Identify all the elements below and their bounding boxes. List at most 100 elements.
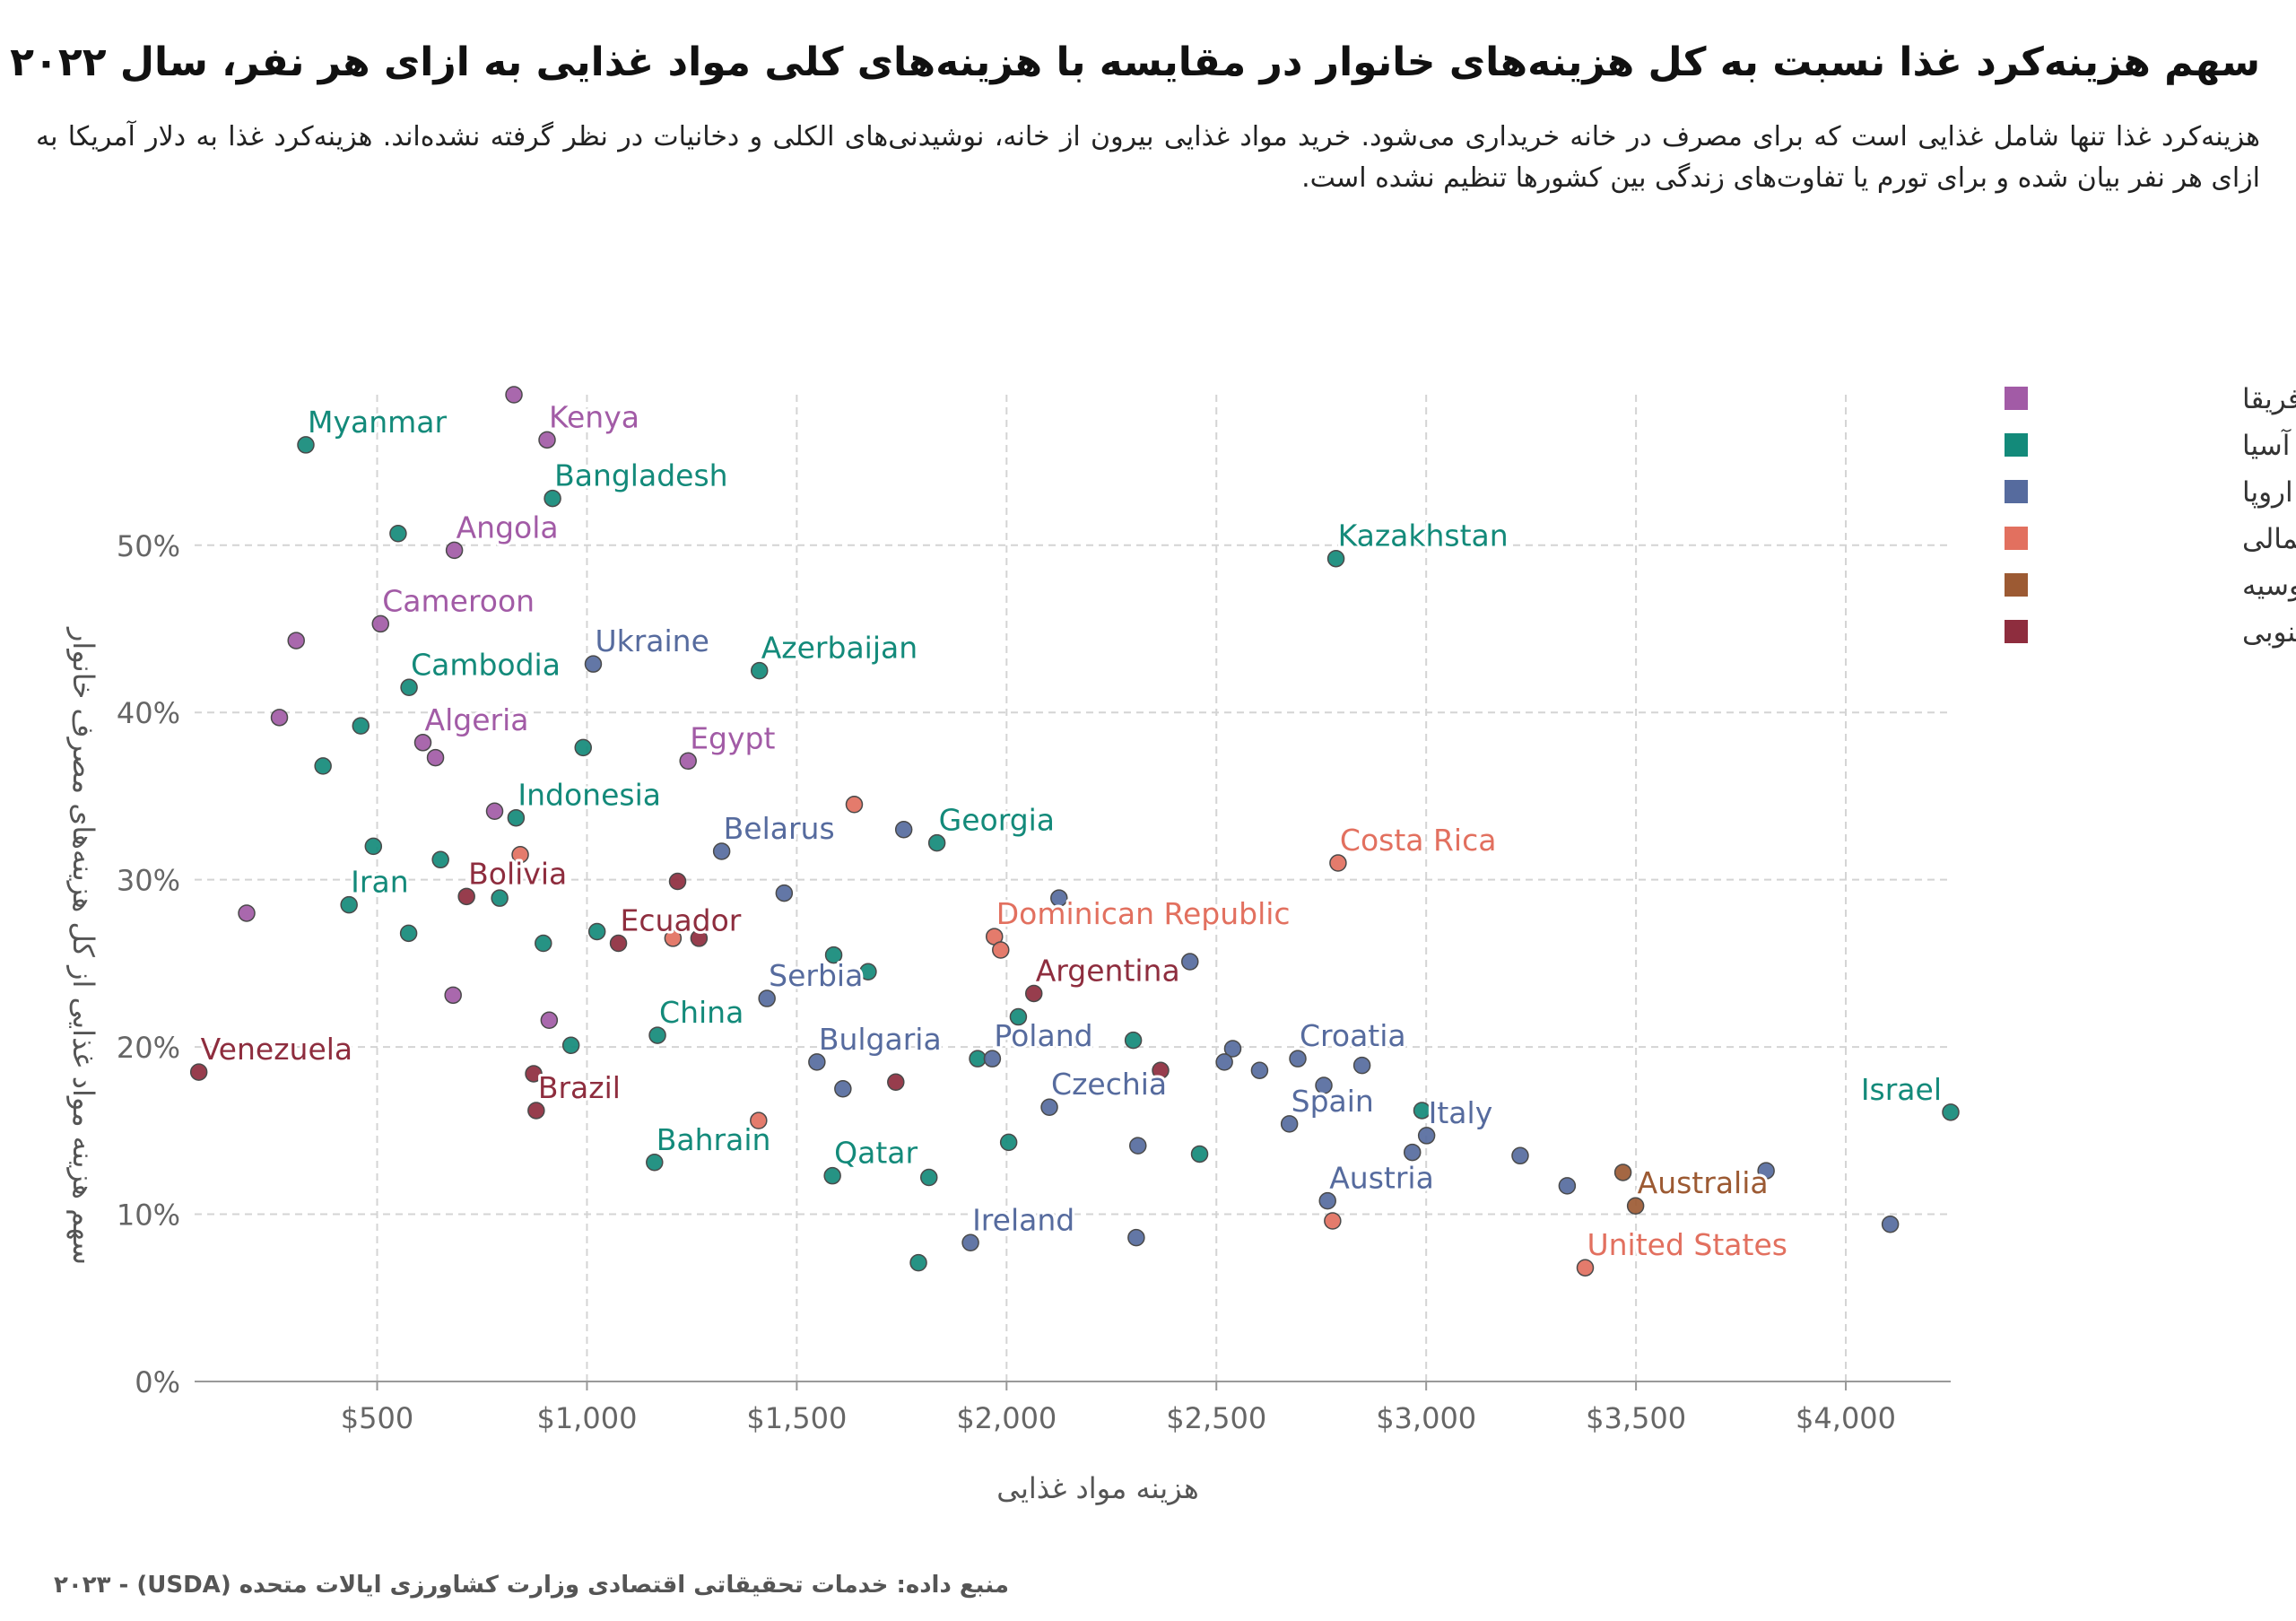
data-point: [364, 837, 383, 856]
data-point: [445, 541, 464, 560]
point-label: United States: [1587, 1227, 1787, 1262]
data-point: [1152, 1061, 1170, 1079]
point-label: Kazakhstan: [1338, 519, 1509, 553]
data-point: [507, 808, 526, 827]
data-point: [485, 802, 504, 820]
point-label: Indonesia: [517, 778, 661, 813]
data-point: [1318, 1191, 1336, 1210]
grid: [195, 395, 1951, 1381]
point-label: Angola: [457, 510, 559, 545]
data-point: [1757, 1162, 1775, 1180]
data-point: [270, 709, 289, 727]
legend-label: آمریکای شمالی: [2242, 521, 2296, 555]
point-label: Croatia: [1300, 1018, 1406, 1053]
data-point: [920, 1168, 938, 1187]
data-point: [824, 946, 843, 964]
data-point: [540, 1011, 559, 1030]
legend-swatch: [2005, 620, 2028, 643]
data-point: [1324, 1212, 1342, 1230]
point-label: Bahrain: [657, 1122, 771, 1157]
data-point: [609, 934, 628, 953]
data-point: [1040, 1098, 1058, 1116]
x-tick-label: $500: [341, 1401, 413, 1435]
data-point: [1613, 1163, 1632, 1181]
x-tick-label: $3,000: [1376, 1401, 1476, 1435]
data-point: [527, 1102, 545, 1120]
data-source: منبع داده: خدمات تحقیقاتی اقتصادی وزارت …: [54, 1572, 1009, 1599]
point-label: Iran: [351, 865, 408, 900]
data-point: [491, 889, 509, 907]
legend-swatch: [2005, 527, 2028, 550]
data-point: [1315, 1076, 1333, 1094]
point-label: Bolivia: [468, 856, 567, 891]
axes: 0% 10% 20% 30% 40% 50% $500 $1,000 $1,500 $2,000 $…: [117, 529, 1951, 1435]
point-label: Algeria: [425, 702, 529, 737]
data-point: [1511, 1146, 1529, 1165]
data-point: [1127, 1228, 1145, 1247]
y-tick-label: 20%: [117, 1031, 180, 1065]
point-label: Qatar: [834, 1136, 918, 1171]
point-label: Georgia: [939, 803, 1055, 838]
point-label: Poland: [994, 1018, 1092, 1053]
data-point: [969, 1050, 987, 1068]
point-label: Belarus: [724, 811, 835, 846]
data-point: [1352, 1056, 1371, 1075]
x-tick-label: $4,000: [1796, 1401, 1896, 1435]
data-point: [1009, 1007, 1028, 1026]
data-point: [927, 833, 946, 852]
legend-swatch: [2005, 573, 2028, 597]
data-point: [992, 941, 1010, 959]
y-tick-label: 0%: [135, 1365, 180, 1399]
data-point: [1215, 1053, 1233, 1071]
data-point: [808, 1053, 826, 1071]
data-point: [1417, 1127, 1436, 1145]
data-point: [1942, 1103, 1960, 1121]
data-point: [1129, 1137, 1147, 1155]
data-point: [834, 1079, 852, 1098]
data-point: [1558, 1177, 1577, 1195]
data-point: [1250, 1061, 1269, 1079]
data-points: [189, 386, 1960, 1277]
data-point: [297, 436, 315, 454]
data-point: [1280, 1115, 1299, 1133]
data-point: [712, 842, 731, 860]
data-point: [999, 1133, 1018, 1152]
data-point: [505, 386, 523, 404]
data-point: [1190, 1145, 1209, 1163]
data-point: [668, 872, 687, 891]
data-point: [887, 1073, 905, 1092]
data-point: [238, 904, 256, 922]
point-label: Spain: [1292, 1084, 1374, 1119]
x-tick-label: $1,000: [536, 1401, 637, 1435]
data-point: [444, 986, 462, 1005]
data-point: [511, 845, 529, 864]
legend: آفریقا آسیا اروپا آمریکای شمالی اقیانوسیه آمر…: [2005, 381, 2296, 649]
data-point: [1626, 1197, 1645, 1215]
point-label: Brazil: [538, 1070, 621, 1105]
point-label: China: [659, 995, 744, 1030]
chart-subtitle: هزینه‌کرد غذا تنها شامل غذایی است که برا…: [36, 121, 2260, 194]
point-label: Cameroon: [382, 583, 535, 618]
data-point: [758, 989, 776, 1007]
data-point: [961, 1233, 979, 1252]
point-label: Austria: [1329, 1161, 1434, 1196]
point-label: Ukraine: [595, 623, 709, 658]
legend-label: اروپا: [2242, 476, 2293, 509]
point-label: Cambodia: [411, 647, 561, 682]
data-point: [544, 489, 561, 508]
data-point: [679, 752, 697, 771]
point-label: Bangladesh: [554, 458, 727, 493]
point-label: Israel: [1861, 1072, 1942, 1107]
data-point: [909, 1253, 927, 1272]
data-point: [1413, 1102, 1431, 1120]
data-point: [859, 963, 877, 980]
point-label: Venezuela: [201, 1032, 352, 1067]
data-point: [1881, 1215, 1900, 1233]
data-point: [287, 632, 305, 649]
data-point: [399, 924, 418, 943]
legend-label: اقیانوسیه: [2242, 570, 2296, 602]
data-point: [189, 1063, 208, 1081]
data-point: [1181, 953, 1199, 971]
data-point: [845, 796, 864, 814]
data-point: [525, 1065, 543, 1083]
